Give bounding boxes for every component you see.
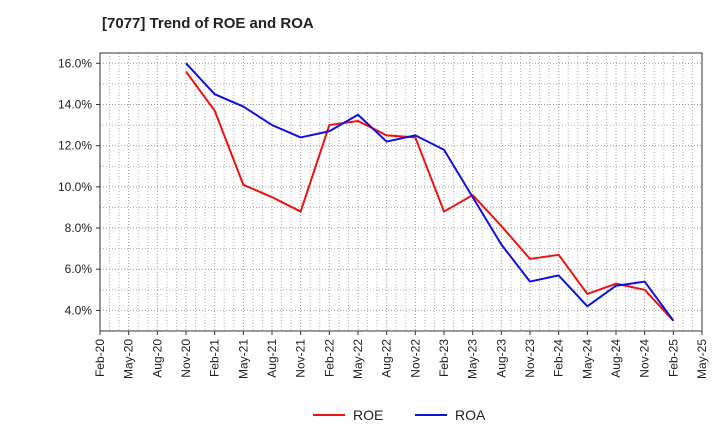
x-tick-label: Aug-20: [150, 339, 164, 378]
x-tick-label: May-20: [122, 339, 136, 379]
y-tick-label: 16.0%: [58, 56, 92, 70]
x-tick-label: May-21: [236, 339, 250, 379]
x-tick-label: May-24: [580, 339, 594, 379]
legend-label-roe: ROE: [353, 407, 383, 423]
x-tick-label: Aug-23: [494, 339, 508, 378]
x-tick-label: May-23: [466, 339, 480, 379]
y-tick-label: 14.0%: [58, 97, 92, 111]
x-tick-label: Aug-21: [265, 339, 279, 378]
plot-border: [99, 52, 703, 332]
x-tick-label: Feb-24: [552, 339, 566, 377]
y-tick-label: 4.0%: [65, 303, 93, 317]
x-tick-label: May-25: [695, 339, 709, 379]
x-tick-label: Feb-23: [437, 339, 451, 377]
plot-area: [100, 53, 702, 331]
x-tick-label: Aug-24: [609, 339, 623, 378]
x-tick-label: Nov-21: [294, 339, 308, 378]
x-tick-label: May-22: [351, 339, 365, 379]
x-tick-label: Feb-22: [322, 339, 336, 377]
x-tick-label: Nov-22: [408, 339, 422, 378]
x-tick-label: Feb-21: [208, 339, 222, 377]
x-tick-label: Feb-25: [666, 339, 680, 377]
y-tick-label: 12.0%: [58, 139, 92, 153]
legend-label-roa: ROA: [455, 407, 486, 423]
x-tick-label: Aug-22: [380, 339, 394, 378]
y-tick-label: 8.0%: [65, 221, 93, 235]
chart-title: [7077] Trend of ROE and ROA: [102, 15, 314, 32]
x-tick-label: Nov-23: [523, 339, 537, 378]
series-line-roe: [185, 70, 675, 322]
y-tick-label: 6.0%: [65, 262, 93, 276]
x-tick-label: Nov-20: [179, 339, 193, 378]
series-line-roa: [185, 62, 675, 322]
x-tick-label: Feb-20: [93, 339, 107, 377]
y-tick-label: 10.0%: [58, 180, 92, 194]
x-tick-label: Nov-24: [638, 339, 652, 378]
